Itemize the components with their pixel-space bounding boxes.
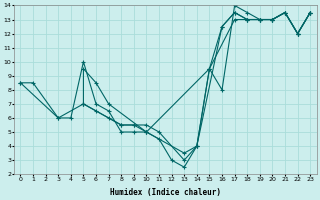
X-axis label: Humidex (Indice chaleur): Humidex (Indice chaleur) <box>110 188 221 197</box>
